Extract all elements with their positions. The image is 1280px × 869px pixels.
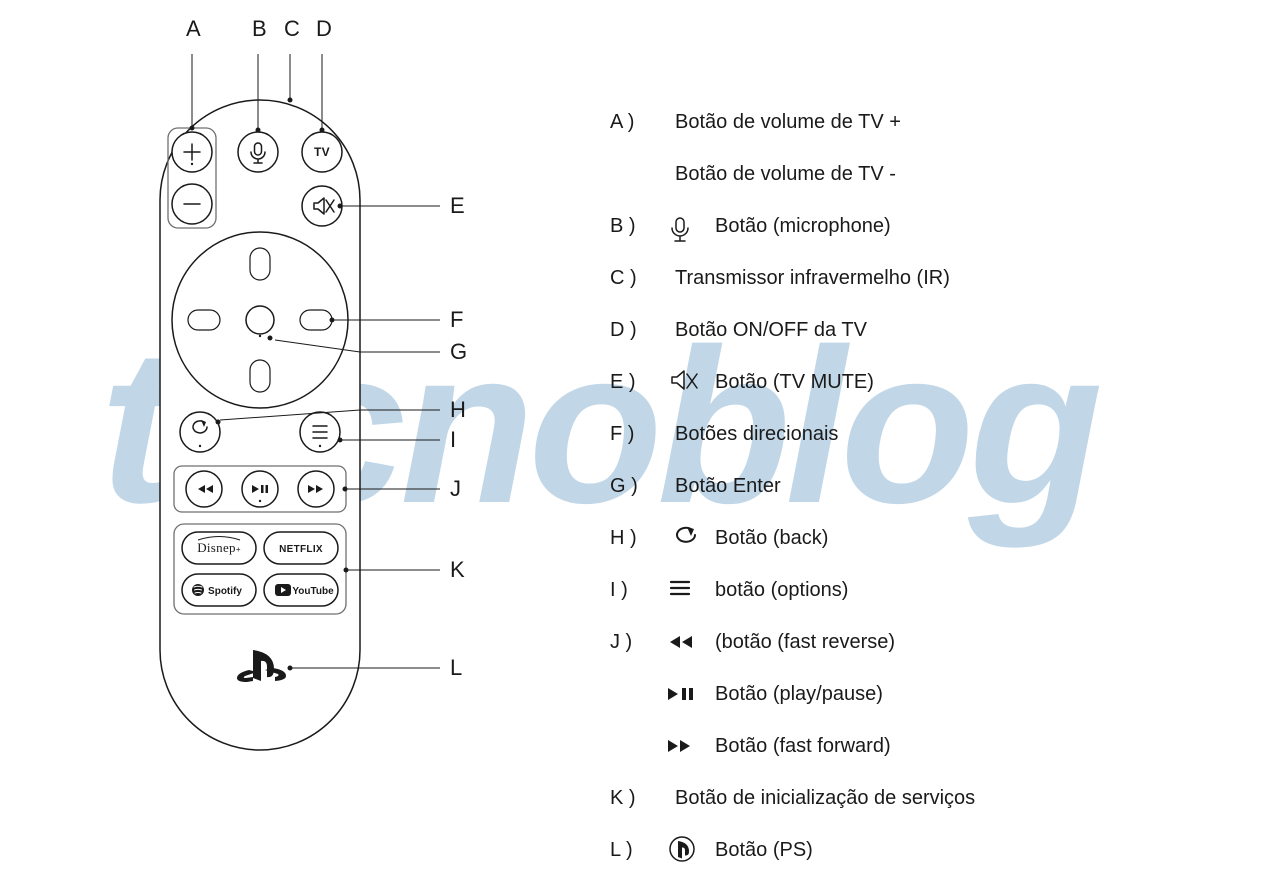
tv-label: TV — [314, 145, 330, 159]
legend-G-letter: G ) — [610, 475, 638, 497]
legend-D-letter: D ) — [610, 319, 637, 341]
legend-J-line1: (botão (fast reverse) — [715, 631, 895, 653]
label-E: E — [450, 193, 465, 218]
legend-J-line3: Botão (fast forward) — [715, 735, 891, 757]
legend-E-line1: Botão (TV MUTE) — [715, 371, 874, 393]
legend-playpause-icon — [668, 688, 693, 700]
legend-K-line1: Botão de inicialização de serviços — [675, 787, 975, 809]
legend-J-line2: Botão (play/pause) — [715, 683, 883, 705]
legend-mic-icon — [672, 218, 688, 241]
legend-L-line1: Botão (PS) — [715, 839, 813, 861]
legend-A-line1: Botão de volume de TV + — [675, 111, 901, 133]
legend-C-letter: C ) — [610, 267, 637, 289]
label-D: D — [316, 16, 332, 41]
label-K: K — [450, 557, 465, 582]
dpad-down[interactable] — [250, 360, 270, 392]
diagram-stage: TV — [0, 0, 1280, 869]
mic-button[interactable] — [238, 132, 278, 172]
remote-body-group: TV — [160, 100, 360, 750]
legend-K-letter: K ) — [610, 787, 636, 809]
label-F: F — [450, 307, 463, 332]
legend-A-line2: Botão de volume de TV - — [675, 163, 896, 185]
label-C: C — [284, 16, 300, 41]
legend-H-letter: H ) — [610, 527, 637, 549]
dpad-left[interactable] — [188, 310, 220, 330]
legend-C-line1: Transmissor infravermelho (IR) — [675, 267, 950, 289]
legend-I-letter: I ) — [610, 579, 628, 601]
legend-fastforward-icon — [668, 740, 690, 752]
label-J: J — [450, 476, 461, 501]
legend-ps-icon — [670, 837, 694, 861]
legend-G-line1: Botão Enter — [675, 475, 781, 497]
legend-mute-icon — [672, 371, 697, 389]
disney-label: Disnep+ — [197, 540, 241, 555]
netflix-label: NETFLIX — [279, 544, 323, 555]
dot-icon — [191, 163, 193, 165]
legend-E-letter: E ) — [610, 371, 636, 393]
legend-rewind-icon — [670, 636, 692, 648]
dpad-right[interactable] — [300, 310, 332, 330]
legend-H-line1: Botão (back) — [715, 527, 828, 549]
legend-options-icon — [671, 582, 689, 594]
legend-D-line1: Botão ON/OFF da TV — [675, 319, 868, 341]
label-L: L — [450, 655, 462, 680]
enter-button[interactable] — [246, 306, 274, 334]
legend-L-letter: L ) — [610, 839, 633, 861]
legend-back-icon — [677, 527, 695, 542]
legend-F-line1: Botões direcionais — [675, 423, 838, 445]
legend-J-letter: J ) — [610, 631, 632, 653]
label-H: H — [450, 397, 466, 422]
label-G: G — [450, 339, 467, 364]
dot-icon-play — [259, 500, 261, 502]
dpad-up[interactable] — [250, 248, 270, 280]
label-B: B — [252, 16, 267, 41]
dot-icon-back — [199, 445, 201, 447]
legend-I-line1: botão (options) — [715, 579, 848, 601]
dot-icon-enter — [259, 335, 261, 337]
label-I: I — [450, 427, 456, 452]
youtube-label: YouTube — [292, 586, 334, 597]
legend-A-letter: A ) — [610, 111, 634, 133]
label-A: A — [186, 16, 201, 41]
spotify-label: Spotify — [208, 586, 242, 597]
dot-icon-options — [319, 445, 321, 447]
legend-F-letter: F ) — [610, 423, 634, 445]
legend-B-line1: Botão (microphone) — [715, 215, 891, 237]
legend: A ) Botão de volume de TV + Botão de vol… — [610, 111, 975, 861]
mute-button[interactable] — [302, 186, 342, 226]
legend-B-letter: B ) — [610, 215, 636, 237]
